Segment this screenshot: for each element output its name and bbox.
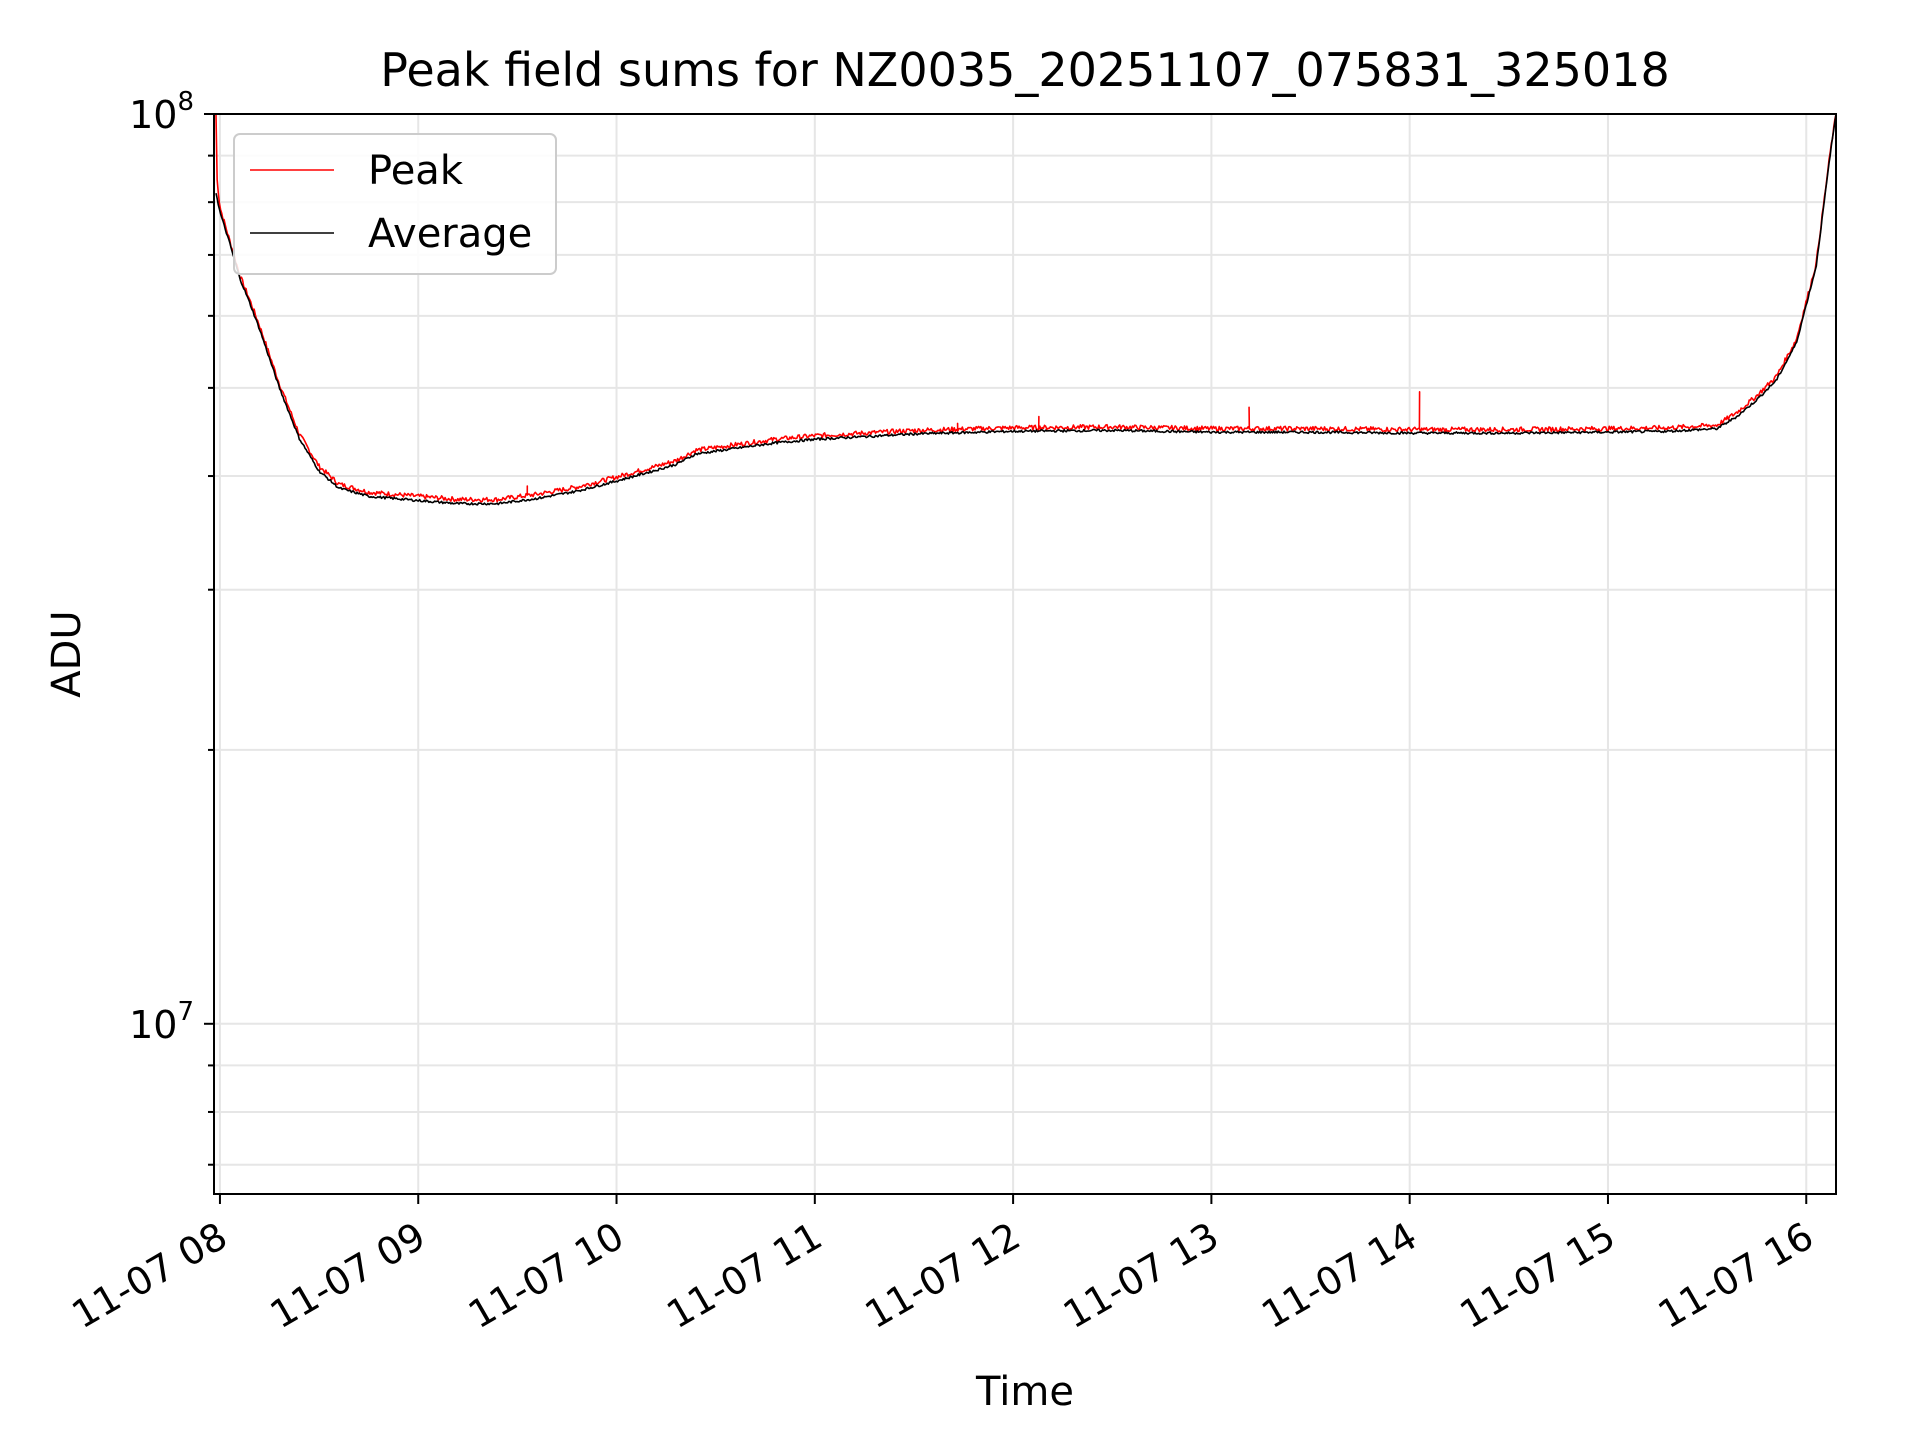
- legend-box: [233, 133, 557, 275]
- y-tick-label: 107: [129, 997, 194, 1047]
- y-tick-label: 108: [129, 87, 194, 137]
- legend-average-label: Average: [368, 211, 532, 257]
- grid: [214, 114, 1836, 1194]
- legend: Peak Average: [233, 133, 557, 275]
- series-layer: [215, 114, 1837, 506]
- peak-series-line: [215, 114, 1837, 503]
- chart-title: Peak field sums for NZ0035_20251107_0758…: [380, 43, 1669, 97]
- y-axis-label: ADU: [44, 610, 90, 697]
- plot-area-frame: [213, 113, 1837, 1195]
- y-axis-ticks: 107 108: [129, 87, 214, 1166]
- x-axis-label: Time: [975, 1369, 1074, 1415]
- average-series-line: [215, 114, 1837, 506]
- legend-peak-label: Peak: [368, 148, 464, 194]
